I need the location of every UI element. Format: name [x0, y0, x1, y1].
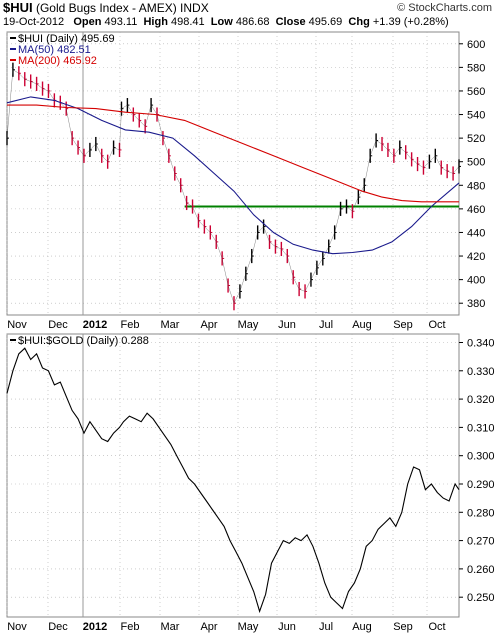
- x-tick-label: Nov: [7, 621, 27, 633]
- legend-label: MA(200) 465.92: [18, 55, 97, 67]
- series-line-1: [6, 347, 460, 614]
- symbol: $HUI: [3, 0, 33, 15]
- x-tick-label: Jul: [319, 621, 333, 633]
- y-tick-label: 440: [467, 227, 485, 239]
- legend-label: MA(50) 482.51: [18, 44, 91, 56]
- x-tick-label: 2012: [83, 621, 107, 633]
- x-tick-label: Apr: [200, 621, 217, 633]
- series-line-3: [7, 104, 459, 203]
- y-tick-label: 380: [467, 298, 485, 310]
- high-value: 498.41: [170, 16, 205, 28]
- x-tick-label: Feb: [121, 621, 140, 633]
- quote-line: 19-Oct-2012 Open 493.11 High 498.41 Low …: [3, 16, 449, 28]
- y-tick-label: 0.260: [467, 564, 495, 576]
- quote-date: 19-Oct-2012: [3, 16, 65, 28]
- y-tick-label: 540: [467, 110, 485, 122]
- x-tick-label: Mar: [161, 621, 180, 633]
- chart-panel-2: 0.250 0.260 0.270 0.280 0.290 0.300 0.310 0.320…: [6, 333, 495, 633]
- chart-panel-1: 380 400 420 440 460 480 500 520 540 560 580 600 Nov D…: [6, 31, 485, 331]
- x-tick-label: May: [238, 621, 259, 633]
- x-tick-label: 2012: [83, 319, 107, 331]
- chg-value: +1.39 (+0.28%): [372, 16, 449, 28]
- brand-logo: © StockCharts.com: [397, 2, 492, 14]
- plot-frame: [6, 333, 460, 618]
- y-tick-label: 0.270: [467, 536, 495, 548]
- x-tick-label: Jun: [278, 319, 296, 331]
- y-tick-label: 480: [467, 180, 485, 192]
- high-label: High: [143, 16, 168, 28]
- y-tick-label: 460: [467, 204, 485, 216]
- y-tick-label: 0.300: [467, 451, 495, 463]
- y-tick-label: 0.280: [467, 507, 495, 519]
- x-tick-label: May: [238, 319, 259, 331]
- y-tick-label: 400: [467, 275, 485, 287]
- chg-label: Chg: [348, 16, 370, 28]
- x-tick-label: Oct: [428, 621, 445, 633]
- y-tick-label: 0.250: [467, 592, 495, 604]
- close-label: Close: [275, 16, 306, 28]
- x-tick-label: Jun: [278, 621, 296, 633]
- y-tick-label: 420: [467, 251, 485, 263]
- low-value: 486.68: [235, 16, 270, 28]
- y-tick-label: 580: [467, 62, 485, 74]
- x-tick-label: Oct: [428, 319, 445, 331]
- plot-frame: [6, 31, 460, 316]
- x-tick-label: Apr: [200, 319, 217, 331]
- y-tick-label: 500: [467, 157, 485, 169]
- index-name: (Gold Bugs Index - AMEX) INDX: [35, 1, 209, 15]
- y-tick-label: 560: [467, 86, 485, 98]
- x-tick-label: Sep: [393, 621, 413, 633]
- y-tick-label: 600: [467, 39, 485, 51]
- price-series-line: [6, 69, 460, 304]
- y-tick-label: 0.330: [467, 366, 495, 378]
- open-label: Open: [73, 16, 102, 28]
- open-value: 493.11: [104, 16, 138, 28]
- y-tick-label: 0.340: [467, 337, 495, 349]
- x-tick-label: Aug: [352, 319, 372, 331]
- close-value: 495.69: [308, 16, 343, 28]
- x-tick-label: Aug: [352, 621, 372, 633]
- legend-label: $HUI:$GOLD (Daily) 0.288: [18, 335, 149, 347]
- series-line-2: [6, 96, 460, 255]
- legend-label: $HUI (Daily) 495.69: [18, 33, 115, 45]
- x-tick-label: Nov: [7, 319, 27, 331]
- x-tick-label: Feb: [121, 319, 140, 331]
- y-tick-label: 0.310: [467, 422, 495, 434]
- low-label: Low: [210, 16, 233, 28]
- y-tick-label: 0.290: [467, 479, 495, 491]
- x-tick-label: Sep: [393, 319, 413, 331]
- x-tick-label: Dec: [48, 621, 68, 633]
- x-tick-label: Dec: [48, 319, 68, 331]
- y-tick-label: 520: [467, 133, 485, 145]
- y-tick-label: 0.320: [467, 394, 495, 406]
- x-tick-label: Mar: [161, 319, 180, 331]
- x-tick-label: Jul: [319, 319, 333, 331]
- chart-title-line: $HUI (Gold Bugs Index - AMEX) INDX: [3, 0, 209, 15]
